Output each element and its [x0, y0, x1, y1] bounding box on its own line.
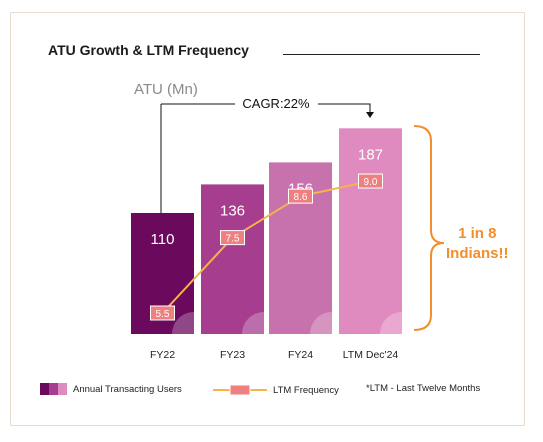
frequency-marker-0	[150, 305, 175, 321]
frequency-label-2: 8.6	[294, 192, 308, 203]
y-axis-label: ATU (Mn)	[134, 81, 198, 98]
legend-line: LTM Frequency	[213, 383, 339, 397]
frequency-marker-1	[220, 230, 245, 246]
bar-corner-2	[310, 312, 332, 334]
bar-corner-3	[380, 312, 402, 334]
bar-value-label-3: 187	[358, 146, 383, 163]
legend-line-label: LTM Frequency	[273, 384, 339, 396]
frequency-line	[161, 180, 371, 314]
title-rule	[283, 54, 480, 55]
frequency-marker-2	[288, 188, 313, 204]
x-tick-label-0: FY22	[150, 349, 175, 361]
legend-bars: Annual Transacting Users	[40, 383, 182, 395]
bar-value-label-1: 136	[220, 202, 245, 219]
legend-swatch-3	[58, 383, 67, 395]
frequency-label-0: 5.5	[156, 309, 170, 320]
cagr-connector-right	[318, 103, 371, 114]
annotation-line-1: 1 in 8	[458, 225, 497, 242]
bar-3	[339, 128, 402, 334]
annotation-line-2: Indians!!	[446, 245, 509, 262]
x-tick-label-3: LTM Dec'24	[343, 349, 399, 361]
cagr-label: CAGR:22%	[242, 96, 310, 111]
frequency-label-1: 7.5	[226, 234, 240, 245]
legend-swatch-2	[49, 383, 58, 395]
frequency-marker-3	[358, 173, 383, 189]
legend-line-swatch	[213, 384, 267, 396]
frequency-label-3: 9.0	[364, 177, 378, 188]
bar-corner-0	[172, 312, 194, 334]
footnote: *LTM - Last Twelve Months	[366, 383, 480, 394]
chart-title: ATU Growth & LTM Frequency	[48, 42, 249, 58]
legend-swatch-1	[40, 383, 49, 395]
legend-bars-label: Annual Transacting Users	[73, 383, 182, 395]
bar-corner-1	[242, 312, 264, 334]
x-tick-label-2: FY24	[288, 349, 313, 361]
x-tick-label-1: FY23	[220, 349, 245, 361]
footnote-text: *LTM - Last Twelve Months	[366, 383, 481, 394]
bar-value-label-0: 110	[151, 231, 175, 248]
annotation-text: 1 in 8 Indians!!	[446, 224, 509, 264]
chart-card	[10, 12, 525, 426]
annotation-brace	[413, 125, 445, 331]
cagr-arrowhead	[366, 112, 374, 118]
